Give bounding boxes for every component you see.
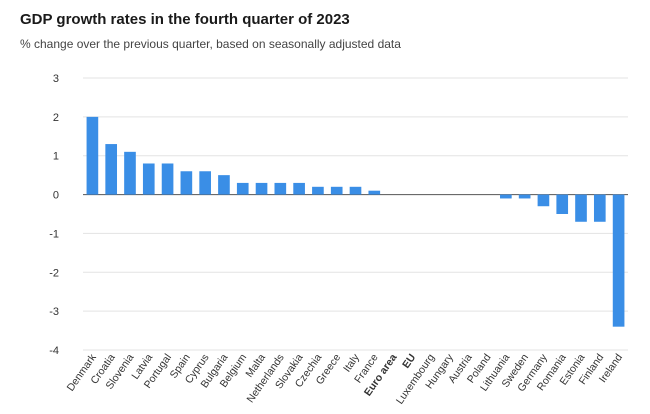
bar-estonia [575,194,587,222]
bar-denmark [86,116,99,195]
bar-france [368,190,381,195]
y-tick-label: 2 [53,112,59,124]
y-tick-label: -4 [49,345,59,357]
bar-lithuania [500,194,512,199]
bar-spain [180,171,193,195]
bar-romania [556,194,569,214]
bar-bulgaria [218,175,230,195]
bar-ireland [612,194,625,327]
bar-sweden [518,194,531,199]
bar-layer [86,116,625,327]
bar-greece [330,186,343,195]
bar-slovakia [293,182,305,195]
y-tick-label: 0 [53,190,59,202]
bar-latvia [142,163,155,195]
bar-czechia [312,186,324,195]
bar-italy [349,186,362,195]
bar-finland [593,194,606,222]
bar-cyprus [199,171,211,195]
y-tick-label: 3 [53,73,59,85]
bar-portugal [161,163,174,195]
bar-malta [255,182,268,195]
y-tick-label: -2 [49,267,59,279]
chart-title: GDP growth rates in the fourth quarter o… [20,11,350,28]
bar-croatia [105,144,118,195]
y-tick-label: -1 [49,228,59,240]
bar-belgium [236,182,249,195]
label-layer: 3210-1-2-3-4DenmarkCroatiaSloveniaLatvia… [49,73,625,407]
bar-netherlands [274,182,287,195]
bar-germany [537,194,550,207]
y-tick-label: 1 [53,151,59,163]
bar-slovenia [124,151,136,195]
chart-subtitle: % change over the previous quarter, base… [20,37,401,51]
grid-layer [83,77,628,351]
y-tick-label: -3 [49,306,59,318]
